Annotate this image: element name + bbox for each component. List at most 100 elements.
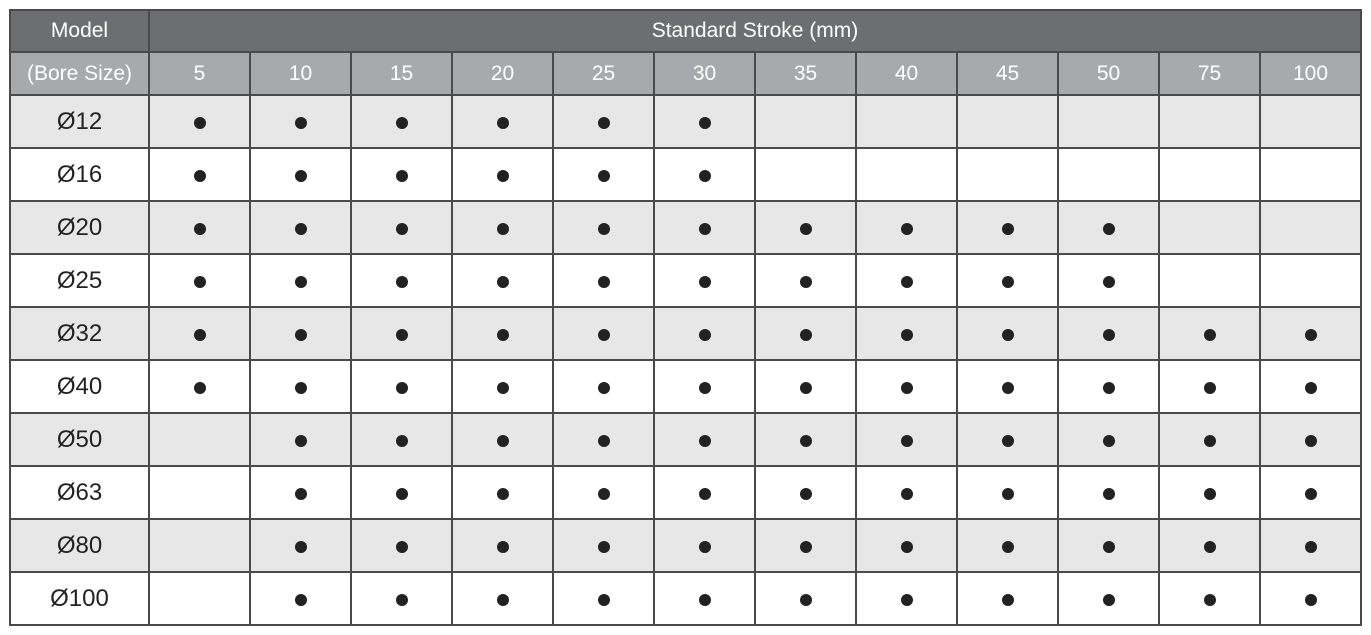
available-dot-icon [395, 540, 408, 553]
availability-cell [653, 200, 756, 255]
availability-cell [1158, 147, 1261, 202]
available-dot-icon [597, 540, 610, 553]
bore-size-cell: Ø40 [9, 359, 150, 414]
stroke-table: Model Standard Stroke (mm) (Bore Size) 5… [9, 9, 1362, 626]
available-dot-icon [1203, 540, 1216, 553]
availability-cell [350, 465, 453, 520]
available-dot-icon [1304, 381, 1317, 394]
availability-cell [754, 518, 857, 573]
available-dot-icon [698, 222, 711, 235]
availability-cell [148, 412, 251, 467]
available-dot-icon [193, 381, 206, 394]
availability-cell [956, 412, 1059, 467]
stroke-header-cell: 35 [754, 51, 857, 96]
available-dot-icon [395, 381, 408, 394]
available-dot-icon [1001, 593, 1014, 606]
available-dot-icon [294, 275, 307, 288]
table-row: Ø100 [9, 571, 1362, 626]
availability-cell [1057, 147, 1160, 202]
stroke-header: Standard Stroke (mm) [148, 9, 1362, 53]
availability-cell [754, 571, 857, 626]
stroke-header-cell: 30 [653, 51, 756, 96]
availability-cell [451, 253, 554, 308]
available-dot-icon [698, 381, 711, 394]
available-dot-icon [1102, 540, 1115, 553]
availability-cell [653, 518, 756, 573]
available-dot-icon [900, 328, 913, 341]
availability-cell [350, 359, 453, 414]
available-dot-icon [496, 593, 509, 606]
availability-cell [148, 253, 251, 308]
availability-cell [653, 147, 756, 202]
available-dot-icon [294, 381, 307, 394]
stroke-header-cell: 10 [249, 51, 352, 96]
available-dot-icon [698, 540, 711, 553]
available-dot-icon [294, 540, 307, 553]
available-dot-icon [698, 275, 711, 288]
availability-cell [148, 571, 251, 626]
bore-size-cell: Ø25 [9, 253, 150, 308]
availability-cell [552, 518, 655, 573]
available-dot-icon [597, 275, 610, 288]
availability-cell [249, 571, 352, 626]
availability-cell [552, 306, 655, 361]
table-row: Ø20 [9, 200, 1362, 255]
availability-cell [1259, 359, 1362, 414]
availability-cell [350, 306, 453, 361]
availability-cell [855, 571, 958, 626]
available-dot-icon [799, 434, 812, 447]
available-dot-icon [1001, 487, 1014, 500]
available-dot-icon [900, 275, 913, 288]
model-header: Model [9, 9, 150, 53]
available-dot-icon [395, 593, 408, 606]
availability-cell [653, 465, 756, 520]
availability-cell [754, 306, 857, 361]
availability-cell [1057, 359, 1160, 414]
available-dot-icon [597, 593, 610, 606]
availability-cell [249, 94, 352, 149]
stroke-header-cell: 50 [1057, 51, 1160, 96]
available-dot-icon [1304, 434, 1317, 447]
available-dot-icon [1102, 328, 1115, 341]
available-dot-icon [698, 116, 711, 129]
availability-cell [148, 465, 251, 520]
availability-cell [350, 200, 453, 255]
table-row: Ø50 [9, 412, 1362, 467]
availability-cell [1057, 306, 1160, 361]
availability-cell [754, 359, 857, 414]
available-dot-icon [698, 434, 711, 447]
availability-cell [1158, 518, 1261, 573]
availability-cell [1057, 571, 1160, 626]
stroke-header-cell: 45 [956, 51, 1059, 96]
availability-cell [552, 412, 655, 467]
availability-cell [1057, 200, 1160, 255]
availability-cell [552, 200, 655, 255]
availability-cell [956, 306, 1059, 361]
available-dot-icon [900, 540, 913, 553]
availability-cell [1259, 518, 1362, 573]
header-row-1: Model Standard Stroke (mm) [9, 9, 1362, 53]
availability-cell [1158, 94, 1261, 149]
available-dot-icon [799, 275, 812, 288]
available-dot-icon [597, 487, 610, 500]
bore-size-cell: Ø50 [9, 412, 150, 467]
availability-cell [956, 571, 1059, 626]
available-dot-icon [1001, 222, 1014, 235]
availability-cell [451, 465, 554, 520]
available-dot-icon [496, 487, 509, 500]
available-dot-icon [1304, 328, 1317, 341]
availability-cell [350, 571, 453, 626]
availability-cell [451, 200, 554, 255]
bore-size-cell: Ø16 [9, 147, 150, 202]
availability-cell [855, 359, 958, 414]
availability-cell [1158, 200, 1261, 255]
availability-cell [754, 200, 857, 255]
available-dot-icon [496, 116, 509, 129]
stroke-header-cell: 5 [148, 51, 251, 96]
availability-cell [956, 253, 1059, 308]
availability-cell [148, 200, 251, 255]
available-dot-icon [1203, 593, 1216, 606]
available-dot-icon [496, 169, 509, 182]
bore-size-cell: Ø20 [9, 200, 150, 255]
available-dot-icon [900, 434, 913, 447]
